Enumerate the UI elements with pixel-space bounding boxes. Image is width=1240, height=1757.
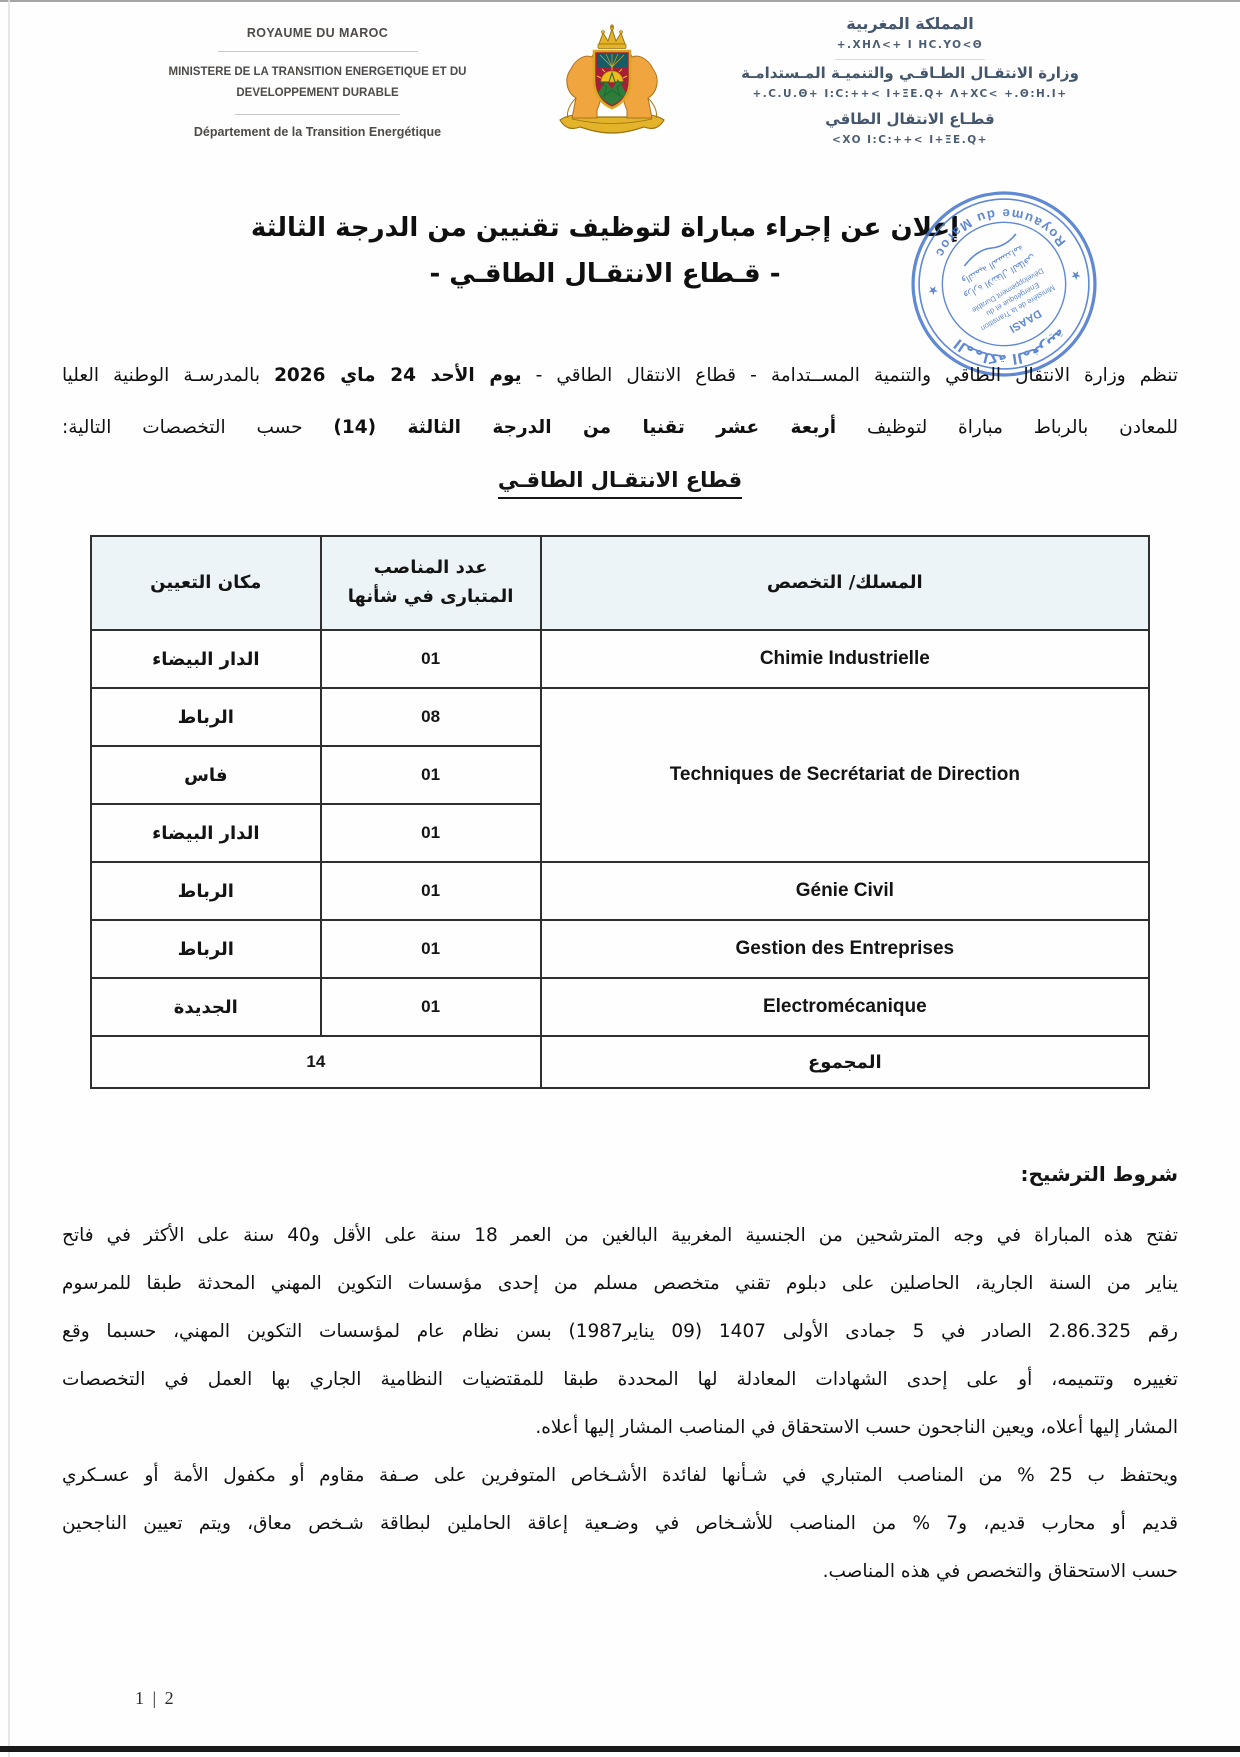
cell-location: الرباط xyxy=(90,919,322,979)
cell-location: الرباط xyxy=(90,687,322,747)
conditions-heading: شروط الترشيح: xyxy=(1020,1162,1179,1186)
table-row: Techniques de Secrétariat de Direction 0… xyxy=(90,687,1151,863)
conditions-body: تفتح هذه المباراة في وجه المترشحين من ال… xyxy=(62,1212,1178,1596)
cell-specialty: Gestion des Entreprises xyxy=(539,919,1151,979)
intro-text: حسب التخصصات التالية: xyxy=(62,417,334,438)
page-title: إعلان عن إجراء مباراة لتوظيف تقنيين من ا… xyxy=(130,205,1080,297)
intro-text: للمعادن بالرباط مباراة لتوظيف xyxy=(836,417,1178,438)
svg-text:Royaume du Maroc: Royaume du Maroc xyxy=(928,199,1070,262)
sector-name-tifinagh: <XO I:C:++< I+ΞE.Q+ xyxy=(832,134,988,146)
intro-text: بالمدرسـة الوطنية العليا xyxy=(62,365,275,386)
header-arabic-block: المملكة المغربية +.XHΛ<+ I HC.YO<Θ وزارة… xyxy=(695,14,1125,146)
intro-line-1: تنظم وزارة الانتقال الطاقي والتنمية المس… xyxy=(62,350,1178,402)
conditions-line: ويحتفظ ب 25 % من المناصب المتباري في شـأ… xyxy=(62,1465,1178,1486)
table-row: 01 الدار البيضاء xyxy=(90,803,1149,863)
cell-specialty: Chimie Industrielle xyxy=(539,629,1151,689)
shield xyxy=(592,49,632,110)
total-value: 14 xyxy=(90,1035,542,1089)
column-header-positions: عدد المناصب المتبارى في شأنها xyxy=(319,535,542,631)
table-row: Génie Civil 01 الرباط xyxy=(90,861,1151,921)
ministry-name-fr-line2: DEVELOPPEMENT DURABLE xyxy=(236,86,399,99)
cell-specialty: Techniques de Secrétariat de Direction xyxy=(539,687,1151,863)
column-header-positions-line1: عدد المناصب xyxy=(373,557,488,579)
conditions-line: قديم أو محارب قديم، و7 % من المناصب للأش… xyxy=(62,1513,1179,1534)
department-name-fr: Département de la Transition Energétique xyxy=(193,125,442,140)
table-row: Gestion des Entreprises 01 الرباط xyxy=(90,919,1151,979)
scan-artifact-left-line xyxy=(8,0,10,1757)
cell-count: 08 xyxy=(319,687,542,747)
positions-table: المسلك/ التخصص عدد المناصب المتبارى في ش… xyxy=(90,535,1151,1089)
total-label: المجموع xyxy=(539,1035,1151,1089)
cell-location: الدار البيضاء xyxy=(90,629,322,689)
conditions-line: تفتح هذه المباراة في وجه المترشحين من ال… xyxy=(62,1225,1178,1246)
page-number: 1 | 2 xyxy=(135,1688,176,1708)
moroccan-coat-of-arms xyxy=(559,24,665,134)
column-header-specialty: المسلك/ التخصص xyxy=(539,535,1151,631)
conditions-line: المشار إليها أعلاه، ويعين الناجحون حسب ا… xyxy=(535,1417,1178,1438)
table-total-row: المجموع 14 xyxy=(90,1035,1151,1089)
stamp-star-right-icon: ★ xyxy=(927,283,939,298)
cell-count: 01 xyxy=(319,629,542,689)
conditions-line: تغييره وتتميمه، أو على إحدى الشهادات الم… xyxy=(62,1369,1178,1390)
conditions-line: رقم 2.86.325 الصادر في 5 جمادى الأولى 14… xyxy=(62,1321,1178,1342)
cell-count: 01 xyxy=(319,861,542,921)
header-divider xyxy=(235,114,400,116)
column-header-positions-line2: المتبارى في شأنها xyxy=(347,586,514,607)
header-divider xyxy=(835,59,985,60)
conditions-line: حسب الاستحقاق والتخصص في هذه المناصب. xyxy=(822,1561,1178,1582)
header-french-block: ROYAUME DU MAROC MINISTERE DE LA TRANSIT… xyxy=(150,26,485,139)
conditions-line: يناير من السنة الجارية، الحاصلين على دبل… xyxy=(62,1273,1178,1294)
exam-date: يوم الأحد 24 ماي 2026 xyxy=(274,365,522,386)
stamp-ring-latin-text: Royaume du Maroc xyxy=(928,199,1070,262)
positions-count-text: أربعة عشر تقنيا من الدرجة الثالثة (14) xyxy=(333,417,837,438)
country-name-tifinagh: +.XHΛ<+ I HC.YO<Θ xyxy=(836,39,984,51)
scan-artifact-top-line xyxy=(0,0,1240,2)
cell-count: 01 xyxy=(319,745,542,805)
crown xyxy=(597,24,627,49)
cell-location: الجديدة xyxy=(90,977,322,1037)
page-title-line1: إعلان عن إجراء مباراة لتوظيف تقنيين من ا… xyxy=(250,213,960,243)
stamp-signature-squiggle xyxy=(963,233,1017,267)
cell-count: 01 xyxy=(319,919,542,979)
cell-specialty: Electromécanique xyxy=(539,977,1151,1037)
ministry-name-tifinagh: +.C.U.Θ+ I:C:++< I+ΞE.Q+ Λ+XC< +.Θ:H.I+ xyxy=(752,88,1068,100)
table-row: Chimie Industrielle 01 الدار البيضاء xyxy=(90,629,1151,689)
cell-count: 01 xyxy=(319,803,542,863)
ministry-name-fr-line1: MINISTERE DE LA TRANSITION ENERGETIQUE E… xyxy=(168,66,467,78)
cell-location: فاس xyxy=(90,745,322,805)
intro-text: تنظم وزارة الانتقال الطاقي والتنمية المس… xyxy=(521,365,1178,386)
section-heading-text: قطاع الانتقـال الطاقـي xyxy=(497,468,743,499)
page-title-line2: - قـطاع الانتقـال الطاقـي - xyxy=(429,259,781,289)
cell-count: 01 xyxy=(319,977,542,1037)
scan-artifact-bottom-line xyxy=(0,1746,1240,1752)
table-row: 01 فاس xyxy=(90,745,1149,805)
cell-specialty: Génie Civil xyxy=(539,861,1151,921)
column-header-location: مكان التعيين xyxy=(90,535,322,631)
header-divider xyxy=(217,51,418,52)
table-row: Electromécanique 01 الجديدة xyxy=(90,977,1151,1037)
round-blue-ministry-stamp: المملكة المغربية Royaume du Maroc ★ ★ DA… xyxy=(911,191,1097,377)
country-name-ar: المملكة المغربية xyxy=(846,14,974,33)
intro-paragraph: تنظم وزارة الانتقال الطاقي والتنمية المس… xyxy=(62,350,1178,454)
ministry-name-ar: وزارة الانتقـال الطـاقـي والتنميـة المـس… xyxy=(741,64,1079,82)
cell-location: الرباط xyxy=(90,861,322,921)
sector-name-ar: قطـاع الانتقال الطاقي xyxy=(825,110,995,128)
intro-line-2: للمعادن بالرباط مباراة لتوظيف أربعة عشر … xyxy=(62,402,1178,454)
section-heading: قطاع الانتقـال الطاقـي xyxy=(0,468,1240,499)
cell-location: الدار البيضاء xyxy=(90,803,322,863)
country-name-fr: ROYAUME DU MAROC xyxy=(246,26,389,40)
stamp-star-left-icon: ★ xyxy=(1070,268,1082,283)
table-header-row: المسلك/ التخصص عدد المناصب المتبارى في ش… xyxy=(90,535,1151,631)
